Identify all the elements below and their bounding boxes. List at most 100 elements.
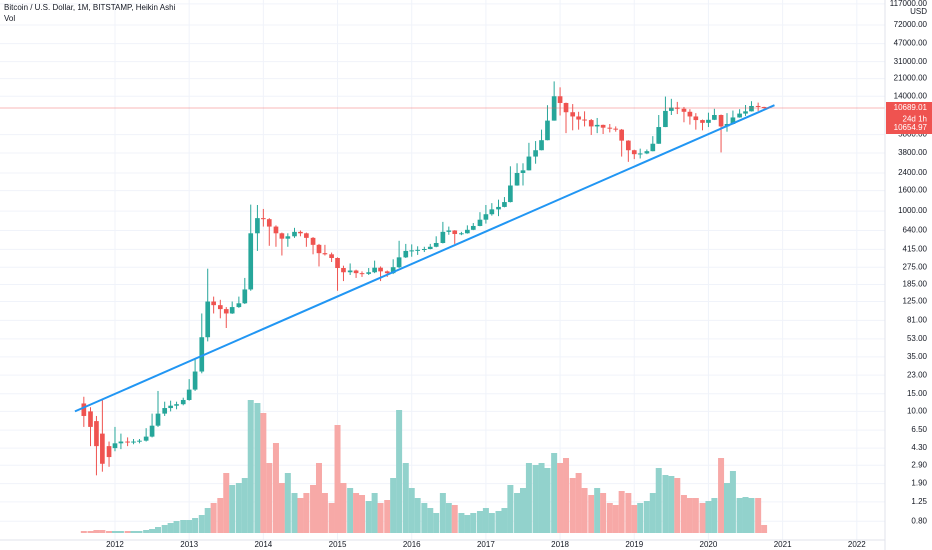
volume-bar: [668, 476, 675, 533]
x-tick-label: 2020: [700, 540, 718, 549]
candle-body: [669, 107, 674, 111]
volume-bar: [680, 495, 687, 533]
candle-body: [199, 337, 205, 372]
y-tick-label: 6.50: [911, 425, 927, 434]
candle-body: [255, 218, 260, 234]
candle-body: [223, 309, 229, 314]
volume-bar: [124, 531, 131, 533]
volume-bar: [575, 473, 582, 533]
candle-body: [477, 219, 483, 226]
volume-bar: [718, 458, 725, 533]
candle-body: [174, 404, 179, 406]
volume-bar: [217, 498, 224, 533]
volume-bar: [643, 501, 650, 533]
volume-bar: [359, 495, 366, 533]
candle-body: [217, 305, 223, 310]
y-tick-label: 72000.00: [894, 20, 928, 29]
volume-bar: [755, 498, 762, 533]
volume-bar: [470, 513, 477, 533]
candle-body: [563, 102, 569, 113]
candle-body: [663, 110, 668, 128]
price-label: 10689.01: [894, 103, 928, 112]
volume-bar: [662, 475, 669, 533]
candle-body: [266, 219, 272, 227]
candle-body: [625, 140, 631, 151]
candle-body: [304, 233, 309, 238]
x-tick-label: 2018: [551, 540, 569, 549]
candle-body: [125, 441, 130, 443]
candle-body: [347, 270, 353, 273]
candle-body: [706, 119, 711, 123]
volume-bar: [495, 511, 502, 533]
candle-body: [502, 202, 507, 207]
volume-bar: [711, 498, 718, 533]
candle-body: [248, 233, 254, 290]
y-tick-label: 5800.00: [898, 130, 927, 139]
y-tick-label: 640.00: [903, 226, 928, 235]
candle-body: [533, 150, 538, 157]
candle-body: [118, 441, 124, 444]
candle-body: [292, 231, 297, 237]
y-tick-label: 1.90: [911, 479, 927, 488]
volume-bar: [390, 478, 397, 533]
x-tick-label: 2012: [106, 540, 124, 549]
volume-bar: [514, 493, 521, 533]
volume-bar: [229, 485, 236, 533]
candle-body: [637, 153, 643, 155]
candle-body: [600, 124, 606, 128]
candle-body: [205, 301, 211, 338]
candle-body: [149, 425, 155, 437]
volume-bar: [606, 503, 613, 533]
price-label-box: [886, 122, 932, 135]
x-tick-label: 2021: [774, 540, 792, 549]
volume-bar: [80, 531, 87, 533]
volume-bar: [315, 463, 322, 533]
candle-body: [137, 440, 142, 442]
y-tick-label: 125.00: [903, 297, 928, 306]
candle-body: [88, 411, 93, 427]
volume-bar: [198, 515, 205, 533]
candle-body: [656, 127, 662, 144]
volume-bar: [612, 505, 619, 533]
volume-bar: [384, 500, 391, 533]
candle-body: [341, 268, 346, 273]
volume-bar: [291, 493, 298, 533]
volume-bar: [439, 493, 446, 533]
candle-body: [211, 301, 216, 306]
candle-body: [539, 140, 544, 151]
volume-bar: [637, 503, 644, 533]
candle-body: [390, 267, 396, 274]
y-tick-label: 275.00: [903, 262, 928, 271]
candle-body: [570, 112, 576, 117]
y-tick-label: 23.00: [907, 370, 928, 379]
trend-line: [74, 104, 775, 413]
candle-body: [483, 214, 489, 220]
volume-bar: [106, 531, 113, 533]
volume-bar: [254, 403, 261, 533]
candle-body: [261, 218, 266, 220]
currency-label: USD: [910, 7, 927, 16]
countdown-label: 24d 1h: [903, 115, 927, 124]
volume-bar: [167, 523, 174, 533]
volume-bar: [328, 503, 335, 533]
y-tick-label: 415.00: [903, 244, 928, 253]
candle-body: [236, 303, 242, 308]
volume-bar: [278, 483, 285, 533]
volume-pane: [80, 400, 768, 533]
y-tick-label: 81.00: [907, 316, 928, 325]
candle-body: [520, 170, 526, 173]
candle-body: [557, 96, 563, 103]
volume-bar: [525, 463, 532, 533]
candle-body: [310, 237, 316, 245]
candle-body: [761, 106, 767, 108]
volume-bar: [563, 458, 570, 533]
candle-body: [378, 267, 383, 272]
candle-body: [718, 115, 724, 127]
volume-bar: [408, 488, 415, 533]
y-tick-label: 1.25: [911, 497, 927, 506]
pane-label: Vol: [4, 14, 15, 23]
candle-body: [644, 151, 650, 154]
candle-body: [143, 436, 149, 441]
x-tick-label: 2014: [254, 540, 272, 549]
